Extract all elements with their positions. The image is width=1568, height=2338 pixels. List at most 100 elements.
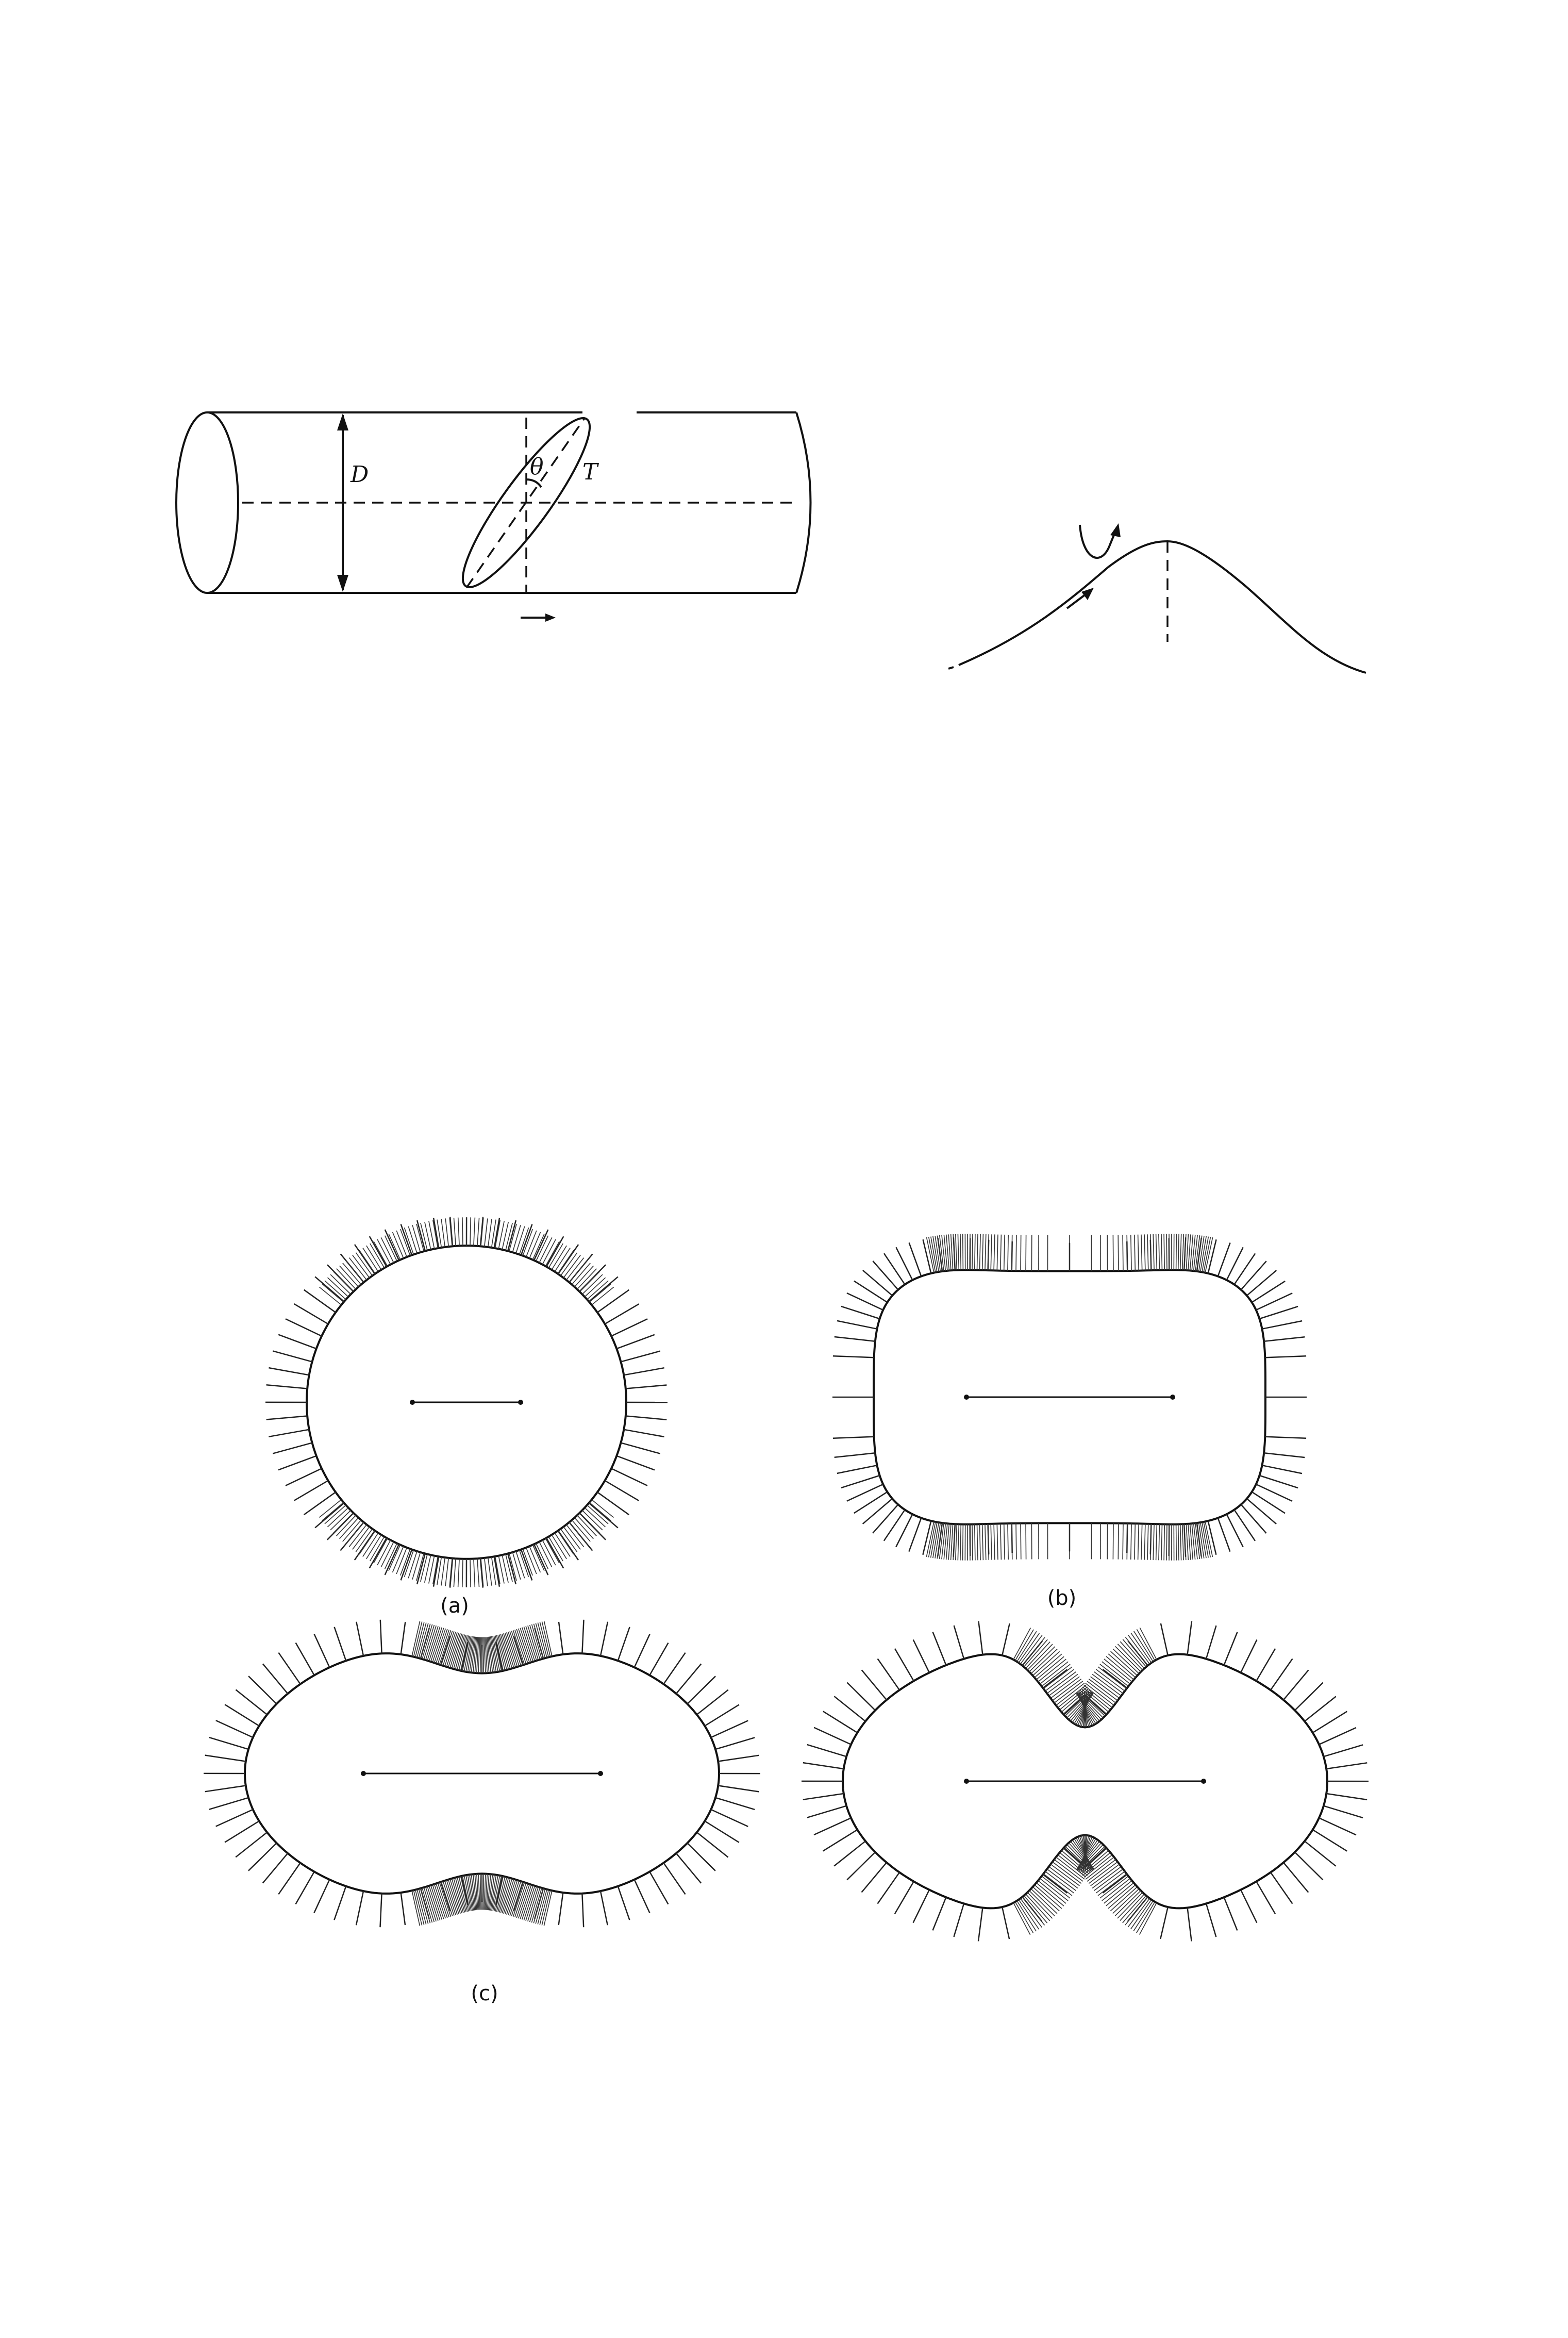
tick-mark [1102,1873,1128,1894]
hatch-line [1198,1236,1205,1272]
hatch-line [352,1255,370,1279]
tick-mark [449,1558,454,1588]
hatch-line [1153,1234,1155,1270]
hatch-line [1137,1234,1139,1271]
tick-mark [862,1498,893,1524]
hatch-line [396,1547,408,1574]
tick-mark [354,1244,376,1274]
hatch-line [1095,1871,1125,1894]
hatch-line [926,1521,935,1557]
tick-mark [400,1549,413,1581]
hatch-line [522,1229,533,1256]
tick-mark [533,1544,549,1576]
hatch-line [422,1624,433,1660]
hatch-line [424,1222,431,1250]
tick-mark [807,1744,847,1757]
hatch-line [433,1628,446,1663]
tick-mark [224,1704,260,1727]
hatch-line [955,1234,958,1270]
hatch-line [416,1553,425,1581]
segment-endpoint [1201,1779,1206,1784]
hatch-line [1032,1651,1060,1676]
hatch-line [1195,1523,1200,1560]
hatch-line [529,1887,541,1922]
hatch-line [529,1232,541,1259]
hatch-line [541,1621,551,1657]
tick-mark [846,1483,883,1502]
tick-mark [266,1384,308,1389]
hatch-line [445,1557,449,1586]
hatch-line [324,1504,346,1524]
hatch-line [491,1219,496,1248]
hatch-line [471,1874,476,1911]
hatch-line [418,1623,429,1659]
hatch-line [523,1885,536,1920]
hatch-line [362,1532,379,1557]
hatch-line [490,1636,497,1672]
tick-mark [215,1809,254,1827]
tick-mark [495,1876,504,1905]
tick-mark [479,1558,484,1588]
hatch-line [579,1271,600,1292]
hatch-line [1072,1839,1094,1869]
tick-mark [675,1852,702,1884]
hatch-line [1188,1523,1191,1560]
tick-mark [611,1318,648,1337]
hatch-line [483,1873,486,1910]
hatch-line [579,1512,600,1534]
hatch-line [1196,1235,1203,1272]
tick-mark [1102,1669,1128,1689]
hatch-line [514,1883,527,1918]
hatch-line [972,1234,973,1270]
bell-curve [958,540,1366,674]
tick-mark [384,1229,400,1261]
hatch-line [976,1234,978,1270]
tick-mark [354,1530,376,1561]
hatch-line [498,1634,509,1670]
hatch-line [455,1634,465,1670]
hatch-line [527,1625,539,1661]
hatch-line [479,1873,481,1910]
hatch-line [469,1636,475,1673]
tick-mark [621,1350,661,1363]
hatch-line [1090,1676,1120,1699]
tick-mark [877,1872,900,1904]
bell-curve-arrow-head [1081,588,1094,600]
hatch-line [1023,1895,1048,1924]
tick-mark [704,1820,740,1843]
tick-mark [1217,1517,1231,1552]
panels-group [203,1217,1369,1942]
tick-mark [1319,1727,1357,1745]
hatch-line [348,1257,367,1281]
hatch-line [359,1530,376,1555]
hatch-line [413,1890,423,1926]
hatch-line [476,1873,479,1910]
tick-mark [953,1903,965,1937]
tick-mark [912,1639,930,1673]
tick-mark [718,1754,759,1762]
hatch-line [1048,1866,1078,1889]
hatch-line [412,1225,421,1253]
tick-mark [379,1893,382,1928]
tick-mark [861,1669,887,1701]
tick-mark [823,1711,858,1733]
hatch-line [545,1241,560,1267]
hatch-line [937,1235,943,1272]
hatch-line [1195,1235,1200,1271]
hatch-line [1117,1523,1119,1560]
hatch-line [1112,1648,1140,1674]
tick-mark [1326,1762,1367,1770]
hatch-line [441,1557,446,1586]
hatch-line [489,1636,495,1673]
tick-mark [558,1892,564,1926]
tick-mark [922,1239,932,1274]
panel-a-dense-hatch [319,1217,614,1587]
hatch-line [1175,1234,1177,1270]
hatch-line [359,1250,376,1274]
hatch-line [1041,1664,1071,1687]
hatch-line [425,1625,437,1661]
hatch-line [1120,1641,1145,1669]
hatch-line [453,1634,464,1669]
hatch-line [1068,1842,1094,1870]
tick-mark [272,1350,312,1363]
